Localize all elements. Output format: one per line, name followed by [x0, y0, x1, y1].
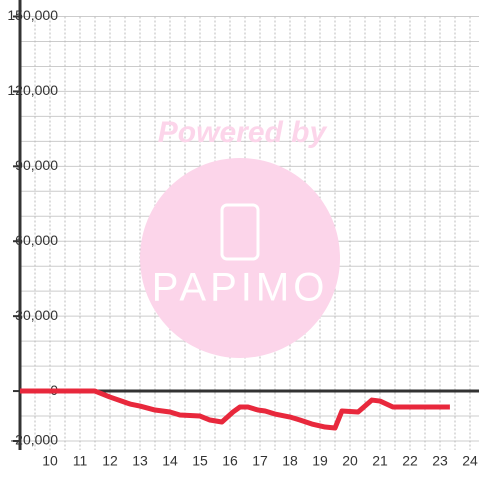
x-tick-label: 20 [342, 453, 358, 469]
y-tick-label: -20,000 [11, 432, 59, 448]
x-tick-label: 14 [162, 453, 178, 469]
x-tick-label: 19 [312, 453, 328, 469]
x-tick-label: 10 [42, 453, 58, 469]
y-tick-label: 150,000 [7, 7, 58, 23]
watermark-logo: PAPIMO [152, 266, 329, 310]
data-line [20, 388, 450, 431]
x-tick-label: 18 [282, 453, 298, 469]
y-tick-label: 90,000 [15, 157, 58, 173]
x-tick-label: 17 [252, 453, 268, 469]
y-tick-label: 30,000 [15, 307, 58, 323]
watermark-phone [220, 203, 260, 261]
x-tick-label: 11 [73, 453, 88, 469]
x-tick-label: 21 [372, 453, 388, 469]
x-tick-label: 13 [132, 453, 148, 469]
watermark: Powered by PAPIMO [140, 116, 340, 358]
x-tick-label: 22 [402, 453, 418, 469]
x-tick-label: 16 [222, 453, 238, 469]
y-tick-label: 120,000 [7, 82, 58, 98]
x-tick-label: 24 [462, 453, 478, 469]
x-tick-label: 15 [192, 453, 208, 469]
watermark-text: Powered by [158, 116, 328, 149]
x-tick-label: 12 [102, 453, 118, 469]
x-tick-label: 23 [432, 453, 448, 469]
y-tick-label: 60,000 [15, 232, 58, 248]
